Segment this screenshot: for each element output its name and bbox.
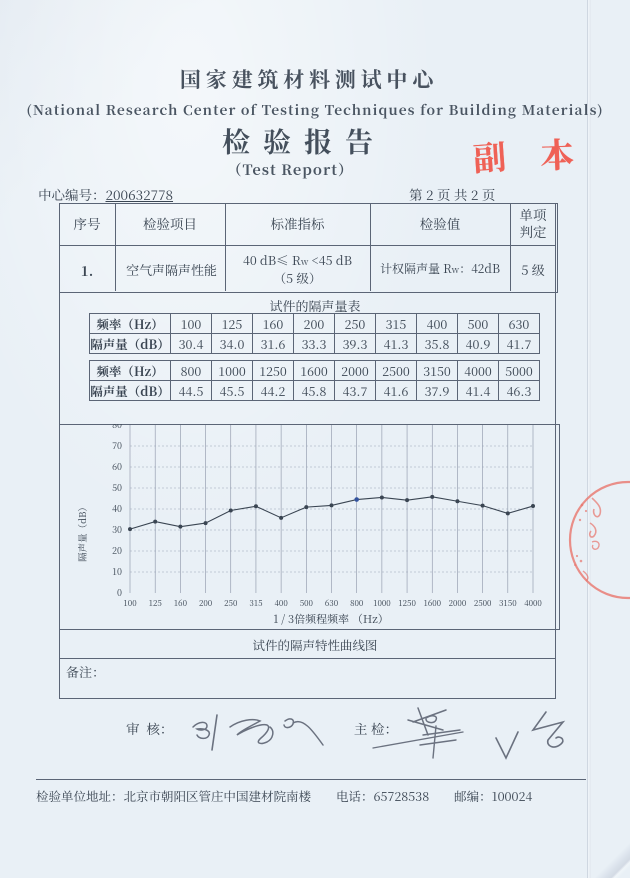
svg-text:400: 400 [275,598,289,609]
svg-text:2000: 2000 [449,598,467,609]
svg-text:160: 160 [174,598,188,609]
svg-text:100: 100 [123,598,137,609]
svg-text:630: 630 [325,598,339,609]
svg-text:250: 250 [224,598,238,609]
svg-text:500: 500 [300,598,314,609]
svg-text:60: 60 [112,460,122,473]
svg-text:1250: 1250 [398,598,416,609]
svg-text:20: 20 [112,544,122,557]
svg-text:1000: 1000 [373,598,391,609]
svg-text:125: 125 [149,598,162,609]
svg-text:3150: 3150 [499,598,517,609]
svg-text:30: 30 [112,523,122,536]
svg-text:800: 800 [350,598,364,609]
svg-text:315: 315 [249,598,262,609]
svg-text:10: 10 [112,565,122,578]
svg-text:0: 0 [117,586,122,599]
svg-text:1600: 1600 [423,598,441,609]
svg-text:2500: 2500 [474,598,492,609]
svg-text:1 / 3倍频程频率 （Hz）: 1 / 3倍频程频率 （Hz） [273,611,388,627]
svg-text:70: 70 [112,439,122,452]
svg-text:隔声量（dB）: 隔声量（dB） [75,502,89,562]
svg-text:50: 50 [112,481,122,494]
svg-text:40: 40 [112,502,122,515]
svg-text:200: 200 [199,598,213,609]
svg-text:80: 80 [112,424,122,431]
